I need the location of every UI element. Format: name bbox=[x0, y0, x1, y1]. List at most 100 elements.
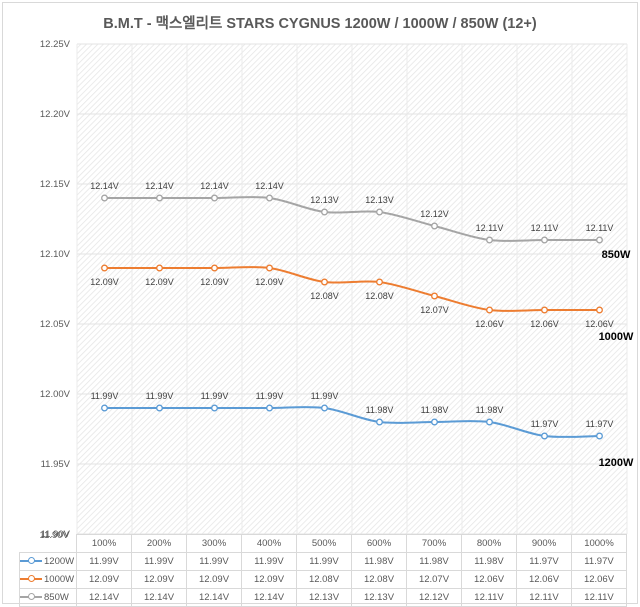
data-label: 12.14V bbox=[145, 181, 174, 191]
table-cell: 12.06V bbox=[571, 570, 627, 589]
table-cell: 11.98V bbox=[406, 552, 462, 571]
data-point bbox=[156, 194, 163, 202]
table-cell: 11.98V bbox=[461, 552, 517, 571]
table-cell: 12.09V bbox=[186, 570, 242, 589]
table-corner: 11.90V bbox=[19, 530, 77, 553]
table-cell: 12.09V bbox=[241, 570, 297, 589]
series-name-label: 1200W bbox=[599, 457, 634, 469]
table-cell: 12.07V bbox=[406, 570, 462, 589]
legend-label: 1000W bbox=[44, 574, 75, 585]
table-cell: 12.14V bbox=[186, 588, 242, 607]
y-tick-label: 12.10V bbox=[40, 249, 71, 260]
legend-label: 1200W bbox=[44, 556, 75, 567]
data-point bbox=[156, 264, 163, 272]
data-label: 11.99V bbox=[201, 391, 229, 401]
data-label: 12.11V bbox=[531, 223, 559, 233]
data-point bbox=[211, 194, 218, 202]
data-point bbox=[266, 264, 273, 272]
data-point bbox=[101, 264, 108, 272]
table-cell: 12.11V bbox=[461, 588, 517, 607]
table-header-row: 11.90V 100% 200% 300% 400% 500% 600% 700% 800% 90… bbox=[19, 530, 627, 553]
data-label: 12.09V bbox=[145, 277, 174, 287]
table-cell: 12.13V bbox=[296, 588, 352, 607]
data-label: 11.98V bbox=[366, 405, 394, 415]
data-label: 11.99V bbox=[146, 391, 174, 401]
series-line-1200W bbox=[104, 406, 600, 438]
y-tick-label: 11.95V bbox=[41, 459, 71, 470]
data-label: 11.98V bbox=[476, 405, 504, 415]
data-table: 11.90V 100% 200% 300% 400% 500% 600% 700% 800% 90… bbox=[19, 530, 627, 607]
data-point bbox=[486, 306, 493, 314]
series-line-850W bbox=[104, 196, 600, 242]
table-cell: 12.08V bbox=[296, 570, 352, 589]
table-cell: 12.09V bbox=[76, 570, 132, 589]
data-label: 12.06V bbox=[530, 319, 559, 329]
data-point bbox=[431, 222, 438, 230]
legend-line-marker-icon bbox=[20, 557, 42, 565]
table-cell: 12.14V bbox=[76, 588, 132, 607]
table-cell: 11.99V bbox=[131, 552, 187, 571]
data-point bbox=[376, 208, 383, 216]
table-cell: 11.98V bbox=[351, 552, 407, 571]
data-label: 12.13V bbox=[310, 195, 339, 205]
data-point bbox=[211, 404, 218, 412]
y-tick-label: 12.00V bbox=[40, 389, 71, 400]
data-point bbox=[596, 236, 603, 244]
data-point bbox=[321, 208, 328, 216]
legend-marker bbox=[28, 557, 35, 565]
data-label: 11.97V bbox=[531, 419, 559, 429]
x-category-label: 100% bbox=[76, 534, 132, 553]
table-cell: 12.06V bbox=[461, 570, 517, 589]
y-tick-label: 12.25V bbox=[40, 39, 71, 50]
data-point bbox=[431, 292, 438, 300]
y-tick-label: 12.20V bbox=[40, 109, 71, 120]
legend-line-marker-icon bbox=[20, 593, 42, 601]
table-cell: 11.99V bbox=[241, 552, 297, 571]
table-cell: 12.11V bbox=[571, 588, 627, 607]
data-point bbox=[321, 404, 328, 412]
data-point bbox=[211, 264, 218, 272]
data-label: 12.07V bbox=[420, 305, 449, 315]
series-name-label: 850W bbox=[602, 249, 631, 261]
data-point bbox=[596, 306, 603, 314]
table-cell: 11.99V bbox=[186, 552, 242, 571]
data-label: 12.08V bbox=[365, 291, 394, 301]
table-cell: 12.13V bbox=[351, 588, 407, 607]
data-point bbox=[156, 404, 163, 412]
chart-title: B.M.T - 맥스엘리트 STARS CYGNUS 1200W / 1000W… bbox=[103, 16, 537, 32]
x-category-label: 900% bbox=[516, 534, 572, 553]
data-label: 12.06V bbox=[585, 319, 614, 329]
data-point bbox=[541, 432, 548, 440]
table-cell: 11.97V bbox=[516, 552, 572, 571]
x-category-label: 200% bbox=[131, 534, 187, 553]
legend-entry: 850W bbox=[19, 588, 77, 607]
x-category-label: 300% bbox=[186, 534, 242, 553]
data-label: 12.09V bbox=[90, 277, 119, 287]
data-label: 11.99V bbox=[91, 391, 119, 401]
table-cell: 12.06V bbox=[516, 570, 572, 589]
data-point bbox=[596, 432, 603, 440]
data-point bbox=[376, 418, 383, 426]
data-label: 12.11V bbox=[586, 223, 614, 233]
x-category-label: 600% bbox=[351, 534, 407, 553]
x-category-label: 1000% bbox=[571, 534, 627, 553]
data-label: 11.97V bbox=[586, 419, 614, 429]
table-cell: 11.97V bbox=[571, 552, 627, 571]
data-label: 12.06V bbox=[475, 319, 504, 329]
table-cell: 12.08V bbox=[351, 570, 407, 589]
table-cell: 12.14V bbox=[241, 588, 297, 607]
y-tick-label-bottom: 11.90V bbox=[39, 529, 69, 541]
data-label: 12.14V bbox=[255, 181, 284, 191]
legend-entry: 1000W bbox=[19, 570, 77, 589]
data-point bbox=[486, 236, 493, 244]
data-label: 12.11V bbox=[476, 223, 504, 233]
data-label: 11.99V bbox=[311, 391, 339, 401]
data-label: 11.99V bbox=[256, 391, 284, 401]
legend-entry: 1200W bbox=[19, 552, 77, 571]
y-tick-label: 12.15V bbox=[40, 179, 71, 190]
data-point bbox=[266, 404, 273, 412]
series-line-1000W bbox=[104, 266, 600, 312]
series-name-label: 1000W bbox=[599, 331, 634, 343]
x-category-label: 700% bbox=[406, 534, 462, 553]
